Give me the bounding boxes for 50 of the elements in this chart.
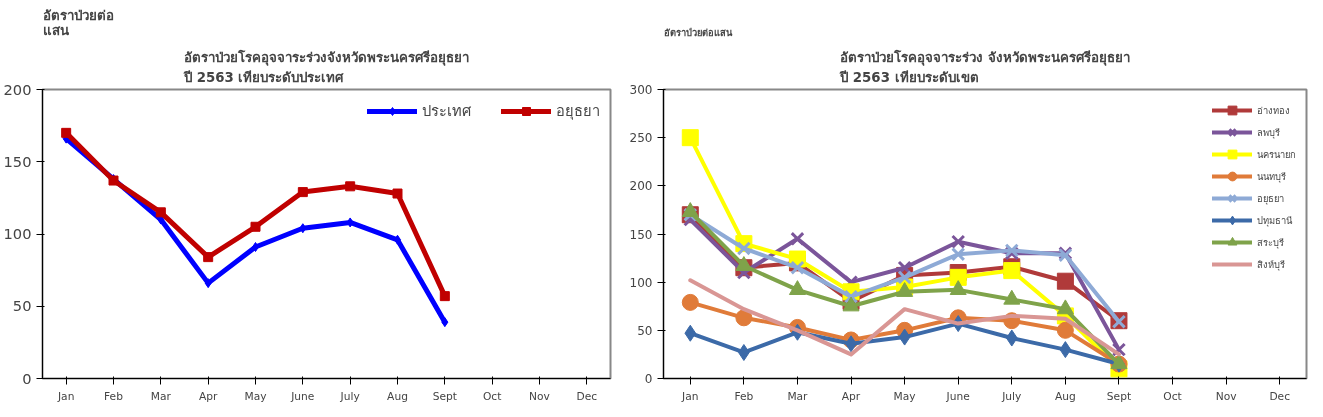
legend-label: ประเทศ bbox=[422, 101, 471, 121]
x-tick-label: Nov bbox=[1215, 389, 1237, 403]
x-tick-label: Dec bbox=[1269, 389, 1291, 403]
legend-label: ปทุมธานี bbox=[1257, 213, 1292, 229]
legend-label: ลพบุรี bbox=[1257, 125, 1280, 141]
x-tick-label: Oct bbox=[482, 389, 502, 403]
y-tick-label: 300 bbox=[629, 83, 653, 97]
x-tick-label: May bbox=[244, 389, 267, 403]
y-tick-label: 150 bbox=[3, 152, 32, 170]
x-tick-label: Mar bbox=[787, 389, 809, 403]
x-tick-label: Feb bbox=[104, 389, 124, 403]
y-axis-title: อัตราป่วยต่อแสน bbox=[663, 26, 733, 38]
chart-title: อัตราป่วยโรคอุจจาระร่วงจังหวัดพระนครศรีอยุธยา ปี 2563 เทียบระดับประเทศ bbox=[183, 49, 469, 85]
y-axis-title: อัตราป่วยต่อ แสน bbox=[42, 7, 114, 38]
legend-label: นครนายก bbox=[1257, 147, 1296, 162]
legend-label: นนทบุรี bbox=[1257, 169, 1286, 185]
x-tick-label: May bbox=[893, 389, 916, 403]
legend-label: อ่างทอง bbox=[1257, 103, 1290, 118]
x-tick-label: July bbox=[339, 389, 360, 403]
legend-label: อยุธยา bbox=[556, 101, 600, 122]
x-tick-label: Dec bbox=[576, 389, 598, 403]
x-tick-label: Nov bbox=[529, 389, 550, 403]
x-tick-label: Jan bbox=[56, 389, 75, 403]
x-tick-label: July bbox=[1001, 389, 1022, 403]
x-tick-label: Feb bbox=[734, 389, 754, 403]
y-tick-label: 150 bbox=[629, 227, 653, 242]
x-tick-label: Aug bbox=[1054, 389, 1076, 403]
legend-label: สระบุรี bbox=[1257, 235, 1284, 251]
y-tick-label: 0 bbox=[644, 372, 653, 386]
x-tick-label: June bbox=[290, 389, 315, 403]
x-tick-label: Apr bbox=[841, 389, 861, 403]
x-tick-label: June bbox=[945, 389, 970, 403]
y-tick-label: 250 bbox=[629, 131, 653, 146]
x-tick-label: Apr bbox=[198, 389, 218, 403]
x-tick-label: Aug bbox=[387, 389, 408, 403]
x-tick-label: Mar bbox=[150, 389, 172, 403]
y-tick-label: 200 bbox=[3, 80, 32, 98]
legend-label: สิงห์บุรี bbox=[1257, 257, 1285, 273]
y-tick-label: 50 bbox=[637, 323, 653, 338]
y-tick-label: 0 bbox=[22, 369, 32, 387]
x-tick-label: Sept bbox=[432, 389, 457, 403]
y-tick-label: 100 bbox=[629, 275, 653, 290]
legend-label: อยุธยา bbox=[1257, 191, 1284, 207]
chart-title: อัตราป่วยโรคอุจจาระร่วง จังหวัดพระนครศรีอยุธยา ปี 2563 เทียบระดับเขต bbox=[839, 49, 1130, 85]
y-tick-label: 200 bbox=[629, 179, 653, 194]
x-tick-label: Jan bbox=[681, 389, 699, 403]
y-tick-label: 100 bbox=[3, 225, 32, 242]
x-tick-label: Sept bbox=[1106, 389, 1132, 403]
y-tick-label: 50 bbox=[12, 297, 32, 315]
x-tick-label: Oct bbox=[1163, 389, 1182, 403]
